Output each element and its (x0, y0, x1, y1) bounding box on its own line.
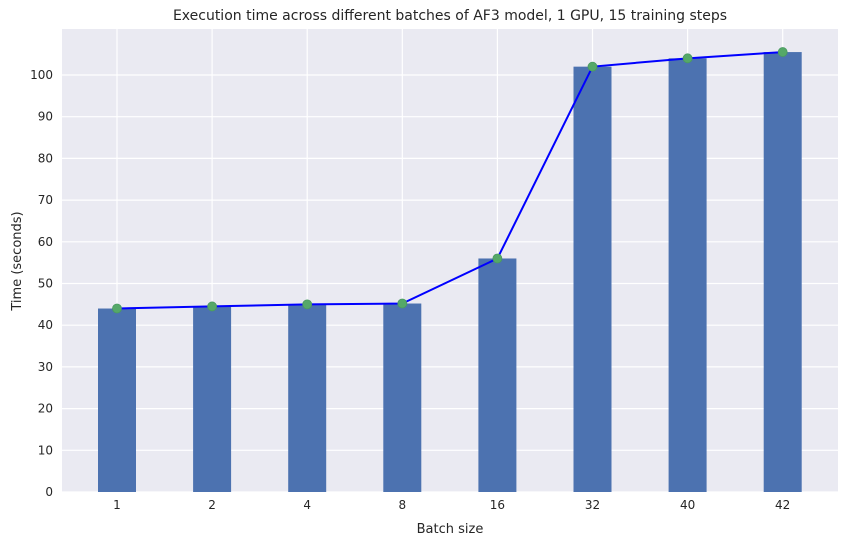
data-point (112, 303, 122, 314)
y-tick-label: 10 (38, 443, 53, 457)
data-point (302, 299, 313, 310)
x-tick-label: 4 (303, 498, 311, 512)
x-tick-label: 40 (680, 498, 695, 512)
y-tick-labels: 0 10 20 30 40 50 60 70 80 90 100 (30, 68, 53, 499)
y-tick-label: 70 (38, 193, 53, 207)
y-tick-label: 50 (38, 277, 53, 291)
bar (668, 58, 707, 492)
x-tick-label: 8 (398, 498, 406, 512)
x-tick-label: 2 (208, 498, 216, 512)
x-tick-label: 1 (113, 498, 121, 512)
bar (288, 304, 327, 492)
y-tick-label: 100 (30, 68, 53, 82)
bars (98, 52, 802, 492)
bar (763, 52, 802, 492)
bar (573, 66, 612, 492)
markers (112, 47, 788, 314)
line-layer (116, 51, 783, 310)
y-tick-label: 0 (45, 485, 53, 499)
bar (383, 303, 422, 492)
x-tick-label: 42 (775, 498, 790, 512)
series-line (116, 51, 783, 310)
x-tick-labels: 1 2 4 8 16 32 40 42 (113, 498, 790, 512)
y-axis-title: Time (seconds) (10, 211, 25, 311)
chart-title: Execution time across different batches … (173, 8, 727, 24)
y-tick-label: 60 (38, 235, 53, 249)
data-point (207, 301, 218, 312)
y-tick-label: 20 (38, 402, 53, 416)
x-tick-label: 32 (585, 498, 600, 512)
y-tick-label: 80 (38, 151, 53, 165)
data-point (587, 61, 598, 72)
bar (98, 308, 136, 492)
y-tick-label: 40 (38, 318, 53, 332)
data-point (492, 253, 503, 264)
plot-area (62, 29, 838, 492)
x-tick-label: 16 (490, 498, 505, 512)
x-axis-title: Batch size (417, 522, 484, 537)
bar (478, 258, 517, 492)
data-point (777, 47, 788, 57)
data-point (682, 53, 693, 64)
y-tick-label: 30 (38, 360, 53, 374)
bar (193, 306, 232, 492)
data-point (397, 298, 408, 309)
y-tick-label: 90 (38, 110, 53, 124)
